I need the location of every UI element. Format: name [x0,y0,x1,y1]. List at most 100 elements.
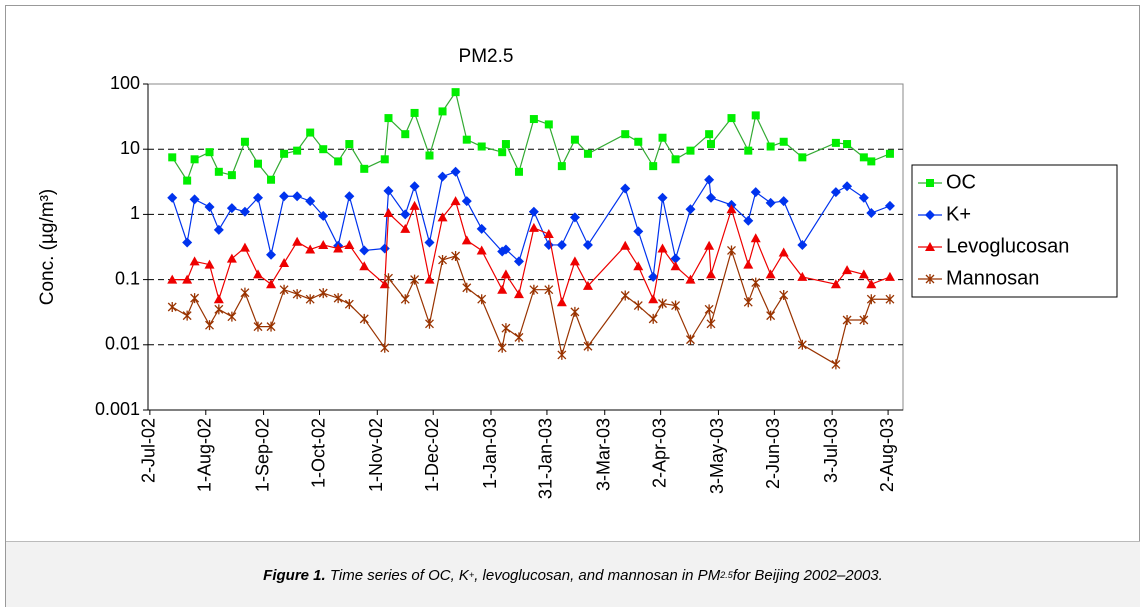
data-point [438,107,447,116]
data-point [528,206,539,217]
data-point [570,306,580,317]
series-line [171,248,890,366]
data-point [190,293,200,304]
data-point [686,146,695,155]
data-point [704,240,715,250]
data-point [765,197,776,208]
legend-label: OC [946,171,976,193]
data-point [766,142,775,151]
data-point [318,288,328,299]
data-point [633,261,644,271]
data-point [451,251,461,262]
data-point [462,282,472,293]
data-point [400,223,411,233]
data-point [556,239,567,250]
data-point [649,162,658,171]
data-point [766,310,776,321]
data-point [359,313,369,324]
data-point [648,313,658,324]
data-point [379,279,390,289]
caption-sub: 2.5 [720,570,733,580]
data-point [778,247,789,257]
data-point [544,284,554,295]
data-point [318,210,329,221]
y-tick-label: 10 [120,138,140,158]
data-point [620,290,630,301]
data-point [648,294,659,304]
data-point [648,271,659,282]
data-point [167,301,177,312]
data-point [167,192,178,203]
data-point [451,88,460,97]
data-point [182,310,192,321]
x-tick-label: 1-Dec-02 [422,418,442,492]
data-point [400,294,410,305]
data-point [858,192,869,203]
data-point [344,299,354,310]
data-point [727,245,736,256]
data-point [528,222,539,232]
data-point [620,240,631,250]
y-tick-label: 1 [130,203,140,223]
data-point [858,269,869,279]
data-point [658,298,667,309]
data-point [182,237,193,248]
data-point [400,209,411,220]
data-point [866,208,877,219]
caption-text: Time series of OC, K [329,566,469,584]
data-point [401,130,410,139]
caption-text: for Beijing 2002–2003. [732,566,883,584]
legend-label: Levoglucosan [946,235,1069,257]
data-point [267,175,276,184]
data-point [705,269,716,279]
data-point [383,185,394,196]
x-tick-label: 1-Jan-03 [480,418,500,489]
data-point [204,259,215,269]
data-point [253,159,262,168]
data-point [319,145,328,154]
data-point [529,284,539,295]
data-point [779,137,788,146]
x-tick-label: 1-Sep-02 [252,418,272,492]
data-point [866,279,877,289]
data-point [380,342,390,353]
data-point [168,153,177,162]
data-point [384,273,393,284]
data-point [658,133,667,142]
data-point [333,293,343,304]
data-point [779,290,789,301]
data-point [842,265,853,275]
data-point [797,271,808,281]
data-point [797,339,807,350]
data-point [279,191,290,202]
data-point [239,242,250,252]
data-point [500,269,511,279]
plot-area [147,83,904,411]
data-point [334,157,343,166]
data-point [705,192,716,203]
data-point [227,171,236,180]
x-tick-label: 1-Nov-02 [366,418,386,492]
data-point [501,323,511,334]
y-tick-label: 0.01 [105,334,140,354]
data-point [359,245,370,256]
data-point [253,321,263,332]
data-point [671,155,680,164]
data-point [384,114,393,123]
data-point [582,280,593,290]
data-point [557,162,566,171]
data-point [751,111,760,120]
data-point [513,289,524,299]
data-point [743,259,754,269]
data-point [306,128,315,137]
data-point [513,256,524,267]
data-point [621,130,630,139]
data-point [543,229,554,239]
x-tick-label: 1-Oct-02 [308,418,328,488]
series-line [172,199,891,303]
data-point [670,253,681,264]
data-point [344,239,355,249]
data-point [305,244,316,254]
